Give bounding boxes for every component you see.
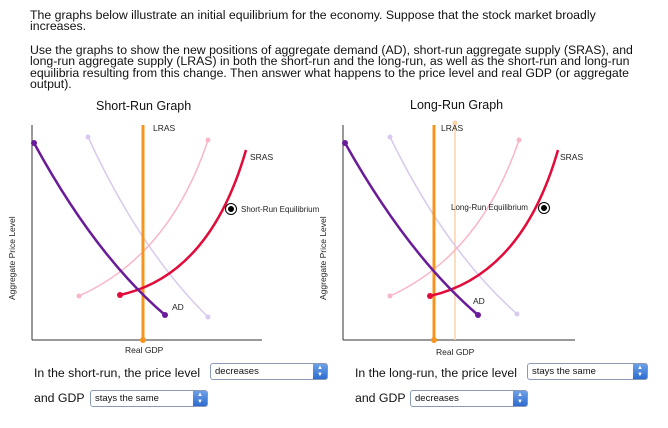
ad-curve[interactable] [32,142,166,316]
ad-original-handle[interactable] [514,311,520,317]
short-run-equilibrium-label: Short-Run Equilibrium [241,205,320,214]
equilibrium-tool-dot [541,205,547,211]
y-axis-label: Aggregate Price Level [318,216,328,300]
sras-original-handle[interactable] [516,137,522,143]
short-run-price-question: In the short-run, the price level [34,366,201,380]
ad-handle[interactable] [475,312,481,318]
long-run-gdp-select[interactable]: decreases ▲ ▼ [410,390,528,407]
updown-chevron-icon: ▲ ▼ [633,364,647,379]
long-run-gdp-value: decreases [415,393,459,404]
sras-handle[interactable] [427,293,433,299]
sras-original-curve [78,139,209,297]
sras-label: SRAS [250,152,273,162]
ad-curve[interactable] [343,142,479,316]
ad-label: AD [172,302,184,312]
sras-original-handle[interactable] [76,293,82,299]
short-run-gdp-question: and GDP [34,391,85,405]
sras-curve[interactable] [429,149,560,298]
sras-original-curve [389,139,520,297]
long-run-price-value: stays the same [532,366,596,377]
ad-handle[interactable] [162,312,168,318]
sras-original-handle[interactable] [387,293,393,299]
y-axis-label: Aggregate Price Level [7,216,17,300]
short-run-price-value: decreases [215,366,259,377]
long-run-graph[interactable]: Aggregate Price Level Real GDP LRAS SRAS… [318,112,666,362]
equilibrium-tool-dot [228,206,234,212]
lras-handle[interactable] [431,337,437,343]
short-run-graph[interactable]: Aggregate Price Level Real GDP LRAS SRAS… [0,112,340,362]
lras-label: LRAS [153,123,176,133]
ad-original-handle[interactable] [85,134,91,140]
long-run-graph-title: Long-Run Graph [410,98,504,112]
long-run-price-question: In the long-run, the price level [355,366,518,380]
ad-label: AD [473,296,485,306]
long-run-gdp-question: and GDP [355,391,406,405]
updown-chevron-icon: ▲ ▼ [313,364,327,379]
sras-curve[interactable] [119,149,248,297]
short-run-gdp-select[interactable]: stays the same ▲ ▼ [90,390,208,407]
lras-original-handle[interactable] [452,120,458,126]
ad-original-handle[interactable] [387,134,393,140]
instructions-paragraph: Use the graphs to show the new positions… [30,43,633,92]
updown-chevron-icon: ▲ ▼ [513,391,527,406]
short-run-gdp-value: stays the same [95,393,159,404]
sras-label: SRAS [560,152,583,162]
ad-original-handle[interactable] [205,314,211,320]
x-axis-label: Real GDP [125,345,164,355]
updown-chevron-icon: ▲ ▼ [193,391,207,406]
long-run-price-select[interactable]: stays the same ▲ ▼ [527,363,648,380]
ad-original-curve [389,136,518,315]
intro-paragraph: The graphs below illustrate an initial e… [30,8,596,34]
ad-handle[interactable] [31,140,37,146]
sras-handle[interactable] [117,292,123,298]
short-run-price-select[interactable]: decreases ▲ ▼ [210,363,328,380]
sras-original-handle[interactable] [205,137,211,143]
lras-label: LRAS [441,123,464,133]
lras-handle[interactable] [140,337,146,343]
x-axis-label: Real GDP [436,347,475,357]
long-run-equilibrium-label: Long-Run Equilibrium [451,203,528,212]
ad-original-curve [87,136,209,318]
short-run-graph-title: Short-Run Graph [96,99,192,113]
ad-handle[interactable] [342,140,348,146]
